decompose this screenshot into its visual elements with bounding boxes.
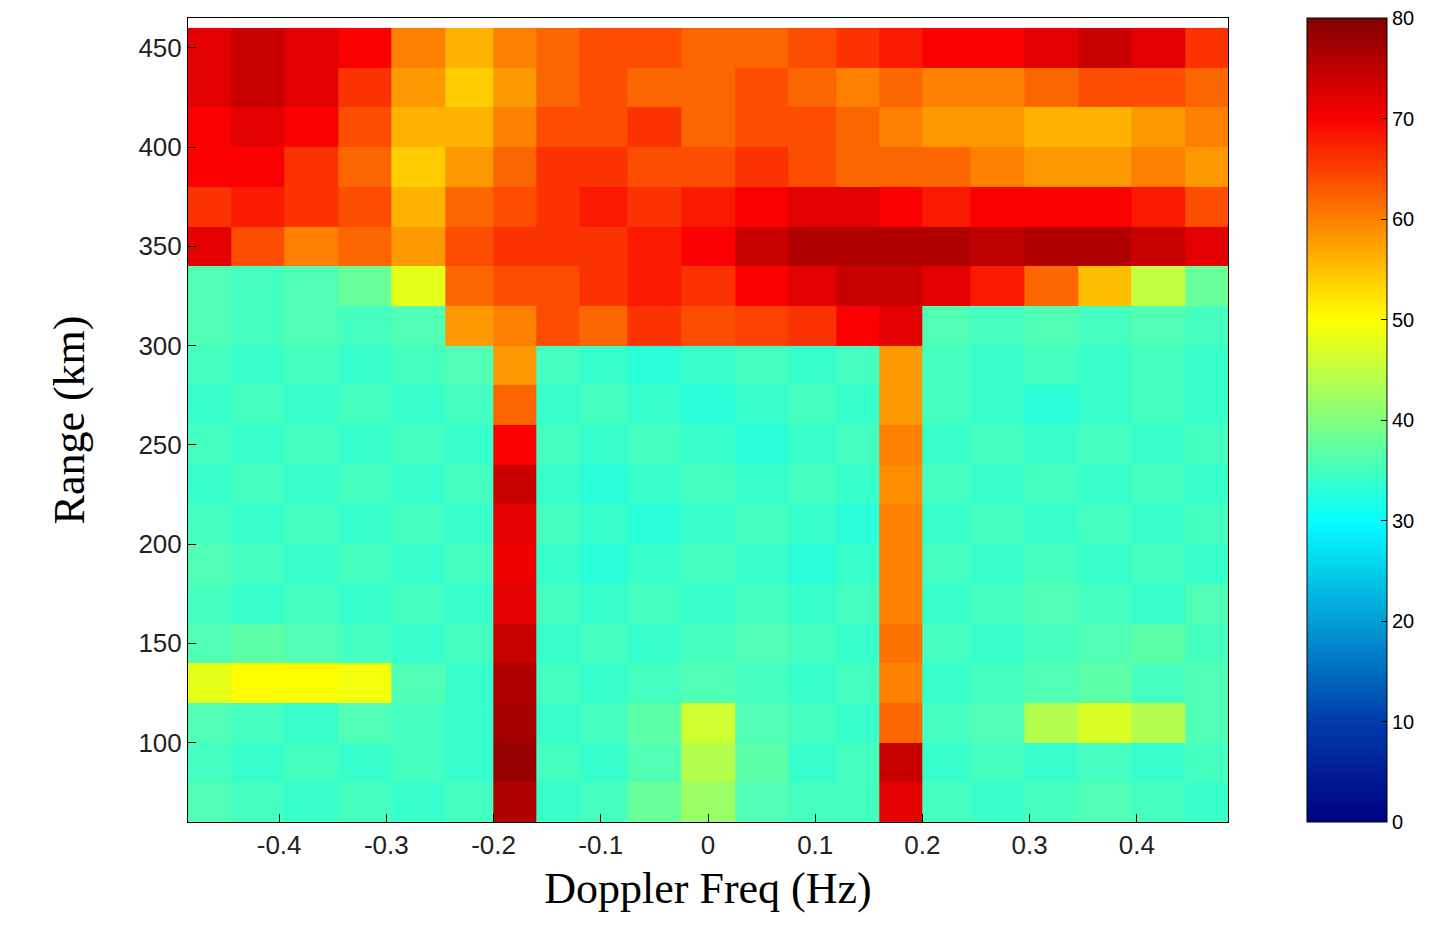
svg-text:80: 80	[1392, 7, 1414, 29]
svg-text:Range (km): Range (km)	[45, 316, 94, 525]
svg-text:250: 250	[138, 430, 181, 460]
svg-text:0: 0	[1392, 811, 1403, 833]
svg-text:Doppler Freq (Hz): Doppler Freq (Hz)	[544, 864, 871, 913]
svg-text:200: 200	[138, 529, 181, 559]
svg-text:30: 30	[1392, 510, 1414, 532]
svg-text:350: 350	[138, 231, 181, 261]
svg-text:10: 10	[1392, 711, 1414, 733]
svg-text:100: 100	[138, 728, 181, 758]
svg-text:20: 20	[1392, 610, 1414, 632]
svg-text:40: 40	[1392, 409, 1414, 431]
svg-text:450: 450	[138, 33, 181, 63]
svg-text:-0.2: -0.2	[471, 830, 516, 860]
svg-text:0.2: 0.2	[904, 830, 940, 860]
svg-text:400: 400	[138, 132, 181, 162]
svg-text:-0.1: -0.1	[578, 830, 623, 860]
svg-text:60: 60	[1392, 208, 1414, 230]
svg-text:50: 50	[1392, 309, 1414, 331]
svg-text:0.3: 0.3	[1012, 830, 1048, 860]
svg-text:150: 150	[138, 628, 181, 658]
svg-text:-0.4: -0.4	[257, 830, 302, 860]
svg-text:-0.3: -0.3	[364, 830, 409, 860]
svg-text:0.4: 0.4	[1119, 830, 1155, 860]
svg-text:70: 70	[1392, 108, 1414, 130]
svg-text:300: 300	[138, 331, 181, 361]
svg-text:0: 0	[701, 830, 715, 860]
svg-text:0.1: 0.1	[797, 830, 833, 860]
